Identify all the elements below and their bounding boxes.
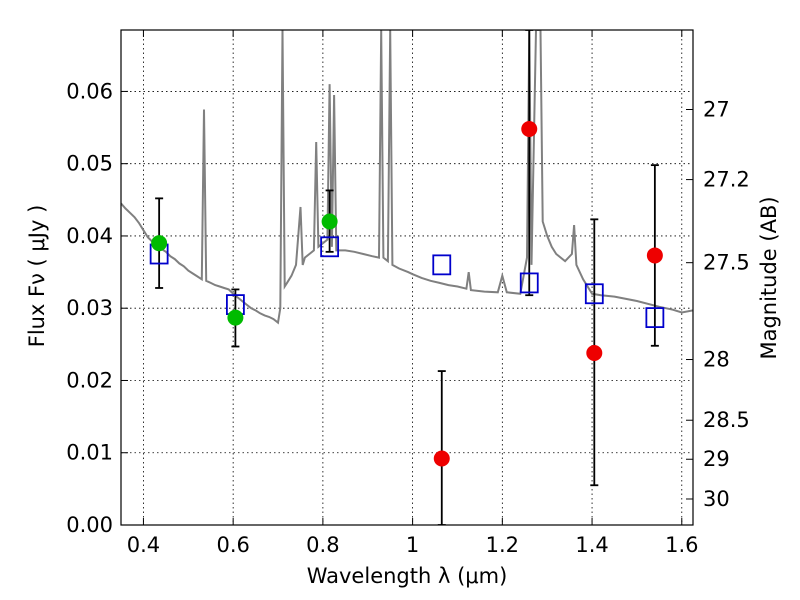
model-flux-box (432, 254, 452, 276)
green-flux-point (151, 235, 168, 252)
plot-frame (120, 29, 694, 526)
x-axis-title: Wavelength λ (μm) (307, 564, 508, 588)
right-tick-label: 30 (703, 487, 730, 511)
red-flux-point (586, 345, 603, 362)
x-tick-label: 0.4 (127, 533, 160, 557)
plot-background (121, 30, 693, 525)
observed-flux-points (151, 121, 663, 467)
right-tick-label: 27 (703, 97, 730, 121)
red-flux-point (646, 247, 663, 264)
y-axis-title: Flux Fν ( μJy ) (25, 205, 49, 348)
y-tick-label: 0.06 (66, 79, 113, 103)
y-tick-label: 0.04 (66, 224, 113, 248)
y-tick-label: 0.05 (66, 152, 113, 176)
green-flux-point (321, 213, 338, 230)
x-tick-label: 1 (406, 533, 419, 557)
model-flux-box (645, 307, 665, 329)
y-tick-label: 0.00 (66, 513, 113, 537)
model-flux-box (320, 236, 340, 258)
y-tick-label: 0.01 (66, 441, 113, 465)
x-axis-ticks: 0.4 0.6 0.8 1 1.2 1.4 1.6 (127, 30, 698, 557)
model-flux-box (584, 283, 604, 305)
red-flux-point (521, 121, 538, 137)
x-tick-label: 0.6 (216, 533, 249, 557)
model-spectrum-line (121, 30, 693, 325)
right-tick-label: 27.5 (703, 251, 750, 275)
red-flux-point (433, 450, 450, 467)
x-tick-label: 1.2 (486, 533, 519, 557)
y-axis-ticks: 0.00 0.01 0.02 0.03 0.04 0.05 0.06 (66, 79, 128, 537)
x-tick-label: 1.4 (575, 533, 608, 557)
model-flux-box (519, 272, 539, 294)
x-tick-label: 0.8 (306, 533, 339, 557)
y-tick-label: 0.03 (66, 296, 113, 320)
y-tick-label: 0.02 (66, 368, 113, 392)
right-axis-title: Magnitude (AB) (757, 196, 781, 359)
green-flux-point (227, 309, 244, 326)
x-tick-label: 1.6 (665, 533, 698, 557)
right-tick-label: 29 (703, 447, 730, 471)
right-tick-label: 28 (703, 348, 730, 372)
right-tick-label: 28.5 (703, 408, 750, 432)
right-axis-ticks: 27 27.2 27.5 28 28.5 29 30 (686, 97, 750, 511)
right-tick-label: 27.2 (703, 168, 750, 192)
